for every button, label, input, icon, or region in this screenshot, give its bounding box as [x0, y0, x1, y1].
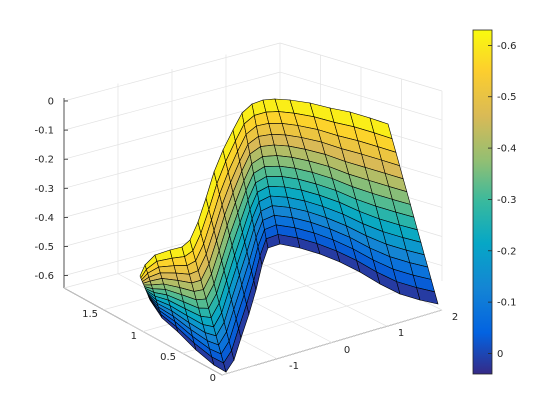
z-tick-label: 0	[48, 97, 54, 108]
z-tick-label: -0.3	[34, 184, 54, 195]
x-tick-label: 2	[452, 312, 458, 323]
colorbar-tick-label: -0.3	[497, 195, 517, 206]
colorbar-tick-label: -0.4	[497, 144, 517, 155]
z-tick-labels: 0 -0.1 -0.2 -0.3 -0.4 -0.5 -0.6	[34, 97, 68, 282]
colorbar-tick-label: 0	[497, 349, 503, 360]
surface-patch	[266, 176, 286, 188]
colorbar	[472, 29, 493, 375]
z-tick-label: -0.5	[34, 242, 54, 253]
z-tick-label: -0.1	[34, 126, 54, 137]
x-tick-label: 1	[398, 328, 404, 339]
surface-patch	[268, 185, 288, 198]
z-tick-label: -0.6	[34, 271, 54, 282]
colorbar-tick-label: -0.2	[497, 246, 517, 257]
colorbar-tick-label: -0.1	[497, 298, 517, 309]
z-tick-label: -0.4	[34, 213, 54, 224]
y-tick-label: 0	[210, 373, 216, 384]
z-tick-label: -0.2	[34, 155, 54, 166]
surface-patch	[158, 265, 177, 274]
x-tick-label: -1	[289, 361, 299, 372]
colorbar-tick-labels: -0.6 -0.5 -0.4 -0.3 -0.2 -0.1 0	[488, 41, 517, 360]
x-tick-labels: -1 0 1 2	[289, 312, 458, 372]
x-tick-label: 0	[344, 345, 350, 356]
surface-patch	[262, 155, 280, 167]
surface-patch	[416, 287, 439, 305]
y-tick-label: 1	[131, 331, 137, 342]
y-tick-label: 1.5	[82, 309, 98, 320]
colorbar-tick-label: -0.6	[497, 41, 517, 52]
y-tick-label: 0.5	[160, 352, 176, 363]
surface-patch	[264, 165, 283, 177]
surface-mesh	[139, 98, 439, 373]
colorbar-gradient	[472, 29, 493, 375]
y-tick-labels: 0 0.5 1 1.5	[82, 309, 216, 384]
colorbar-tick-label: -0.5	[497, 92, 517, 103]
